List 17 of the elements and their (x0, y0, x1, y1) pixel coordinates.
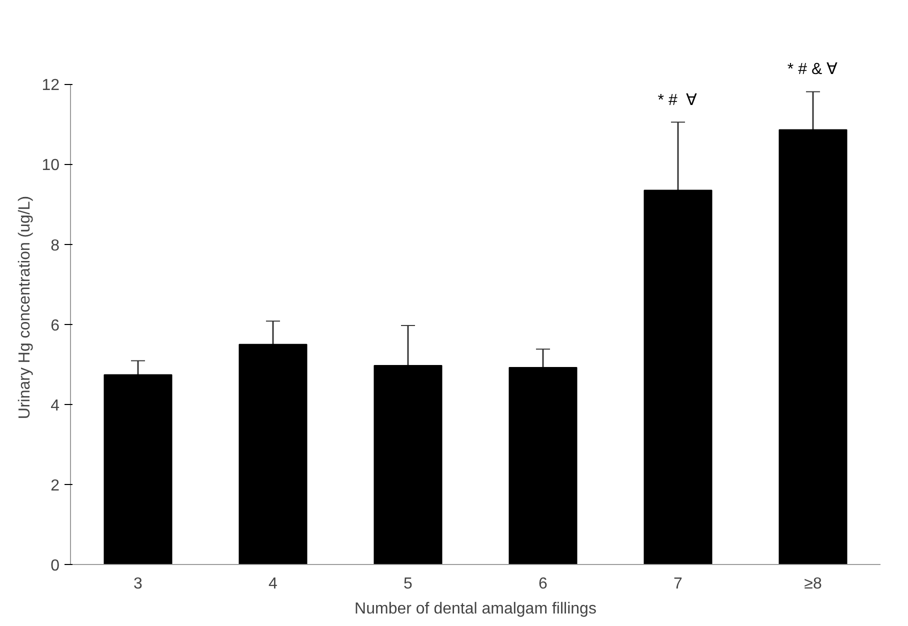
x-tick-label: 7 (674, 576, 683, 592)
annotation: * # & ∀ (787, 60, 838, 80)
y-tick-label: 10 (42, 157, 60, 174)
y-tick-label: 6 (50, 317, 60, 334)
x-tick-label: 3 (134, 576, 143, 592)
y-tick-label: 8 (50, 237, 60, 254)
x-tick-label: ≥8 (804, 576, 822, 592)
x-tick-label: 6 (538, 576, 548, 592)
x-axis-title: Number of dental amalgam fillings (354, 600, 596, 618)
annotation: * # ∀ (658, 90, 698, 110)
y-axis-title: Urinary Hg concentration (ug/L) (16, 196, 34, 420)
y-tick-label: 4 (50, 397, 60, 414)
x-tick-label: 4 (268, 576, 278, 592)
x-tick-label: 5 (404, 576, 413, 592)
y-tick-label: 12 (42, 77, 60, 94)
y-tick-label: 2 (50, 477, 60, 494)
y-tick-label: 0 (50, 558, 60, 574)
